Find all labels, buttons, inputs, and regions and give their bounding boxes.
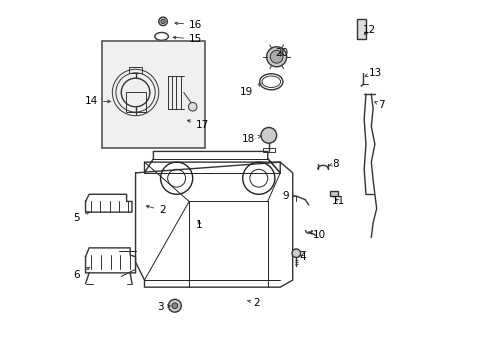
Text: 12: 12 bbox=[362, 25, 375, 35]
Bar bbox=[356, 19, 365, 39]
Text: 14: 14 bbox=[84, 96, 110, 107]
Text: 3: 3 bbox=[157, 302, 170, 312]
Text: 18: 18 bbox=[242, 134, 261, 144]
Circle shape bbox=[159, 17, 167, 26]
Text: 2: 2 bbox=[146, 205, 165, 215]
Circle shape bbox=[291, 249, 300, 257]
Bar bbox=[329, 191, 337, 196]
Text: 20: 20 bbox=[274, 48, 287, 58]
Text: 5: 5 bbox=[73, 212, 89, 222]
Circle shape bbox=[161, 19, 165, 23]
Text: 10: 10 bbox=[309, 230, 325, 240]
Text: 19: 19 bbox=[240, 84, 261, 98]
Circle shape bbox=[261, 127, 276, 143]
Circle shape bbox=[172, 303, 177, 309]
Text: 7: 7 bbox=[374, 100, 384, 110]
Bar bbox=[263, 148, 274, 152]
Text: 1: 1 bbox=[196, 220, 203, 230]
Text: 11: 11 bbox=[331, 197, 345, 206]
Circle shape bbox=[266, 47, 286, 67]
Text: 4: 4 bbox=[299, 252, 306, 262]
Bar bbox=[125, 93, 145, 112]
Circle shape bbox=[270, 50, 283, 63]
Circle shape bbox=[188, 103, 197, 111]
Text: 8: 8 bbox=[328, 159, 338, 169]
Text: 6: 6 bbox=[73, 267, 89, 280]
Text: 16: 16 bbox=[175, 19, 202, 30]
Text: 2: 2 bbox=[247, 298, 260, 308]
Text: 13: 13 bbox=[365, 68, 381, 78]
Text: 9: 9 bbox=[282, 191, 295, 201]
Bar bbox=[102, 41, 205, 148]
Circle shape bbox=[168, 299, 181, 312]
Bar bbox=[129, 67, 142, 73]
Text: 15: 15 bbox=[173, 34, 202, 44]
Text: 17: 17 bbox=[187, 120, 209, 130]
